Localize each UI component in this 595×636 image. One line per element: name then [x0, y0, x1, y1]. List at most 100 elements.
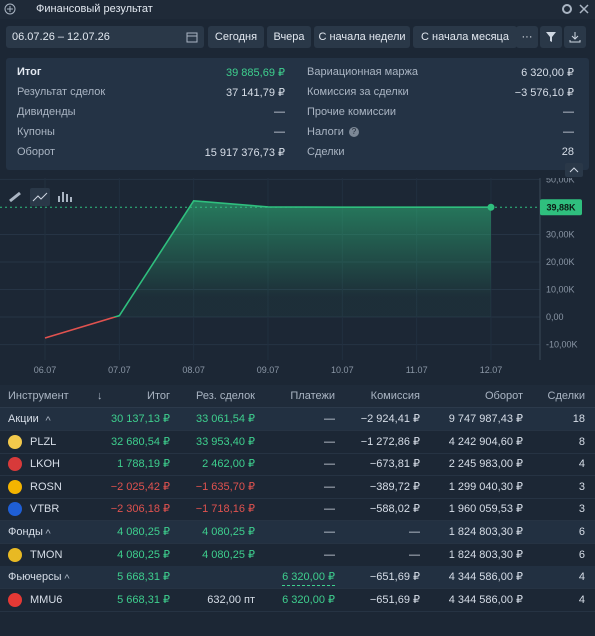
column-header[interactable]: Платежи [290, 390, 335, 402]
cell-total: 4 080,25 ₽ [117, 526, 170, 538]
instrument-row[interactable]: PLZL 32 680,54 ₽ 33 953,40 ₽ — −1 272,86 ₽ 4 … [0, 431, 595, 454]
column-header[interactable]: Рез. сделок [195, 390, 255, 402]
instrument-icon [8, 479, 22, 494]
summary-value: 15 917 376,73 ₽ [204, 147, 285, 159]
summary-label: Комиссия за сделки [307, 86, 409, 98]
window-controls[interactable] [561, 3, 591, 15]
cell-result: 4 080,25 ₽ [202, 526, 255, 538]
collapse-button[interactable] [565, 163, 583, 177]
table-header: Инструмент ↓ Итог Рез. сделок Платежи Комисси… [0, 385, 595, 408]
summary-value: 6 320,00 ₽ [521, 67, 574, 79]
cell-total: 32 680,54 ₽ [111, 435, 170, 448]
add-icon[interactable] [4, 3, 16, 15]
summary-label: Вариационная маржа [307, 66, 418, 78]
cell-payments: — [324, 458, 335, 471]
period-button[interactable]: С начала недели [314, 26, 410, 48]
period-button[interactable]: С начала месяца [413, 26, 517, 48]
cell-commission: −389,72 ₽ [369, 480, 420, 493]
cell-total: 1 788,19 ₽ [117, 458, 170, 471]
chevron[interactable]: ^ [45, 528, 51, 540]
cell-result: 2 462,00 ₽ [202, 458, 255, 471]
instrument-name: VTBR [30, 503, 60, 516]
column-header[interactable]: ↓ [97, 390, 103, 402]
column-header[interactable]: Инструмент [8, 390, 69, 402]
y-tick-label: 50,00K [546, 178, 575, 184]
more-button[interactable]: ··· [516, 26, 538, 48]
period-button[interactable]: Вчера [267, 26, 311, 48]
download-button[interactable] [564, 26, 586, 48]
cell-turnover: 4 242 904,60 ₽ [448, 435, 523, 448]
summary-value: — [563, 126, 574, 138]
cell-commission: −651,69 ₽ [369, 571, 420, 584]
last-value-label: 39,88K [546, 203, 576, 213]
cell-payments: — [324, 435, 335, 448]
cell-result: 632,00 пт [207, 593, 255, 606]
date-range[interactable]: 06.07.26 – 12.07.26 [6, 26, 204, 48]
column-header[interactable]: Итог [147, 390, 170, 402]
instrument-row[interactable]: ROSN −2 025,42 ₽ −1 635,70 ₽ — −389,72 ₽ 1 29… [0, 476, 595, 499]
cell-deals: 3 [578, 503, 585, 516]
summary-label: Дивиденды [17, 106, 76, 118]
column-header[interactable]: Оборот [484, 390, 523, 402]
summary-value: — [563, 106, 574, 118]
cell-commission: −651,69 ₽ [369, 593, 420, 606]
cell-turnover: 9 747 987,43 ₽ [448, 413, 523, 425]
x-tick-label: 07.07 [108, 365, 131, 375]
period-button[interactable]: Сегодня [208, 26, 264, 48]
cell-payments: — [324, 480, 335, 493]
cell-deals: 4 [578, 458, 585, 471]
cell-deals: 4 [578, 571, 585, 584]
x-tick-label: 12.07 [480, 365, 503, 375]
summary-panel [6, 58, 589, 170]
y-tick-label: 0,00 [546, 312, 564, 322]
cell-turnover: 1 824 803,30 ₽ [448, 548, 523, 561]
instrument-row[interactable]: TMON 4 080,25 ₽ 4 080,25 ₽ — — 1 824 803,30 ₽… [0, 544, 595, 567]
chevron[interactable]: ^ [45, 415, 51, 427]
cell-commission: −2 924,41 ₽ [360, 413, 420, 425]
y-tick-label: 30,00K [546, 229, 575, 239]
instrument-icon [8, 457, 22, 472]
summary-label: Купоны [17, 126, 55, 138]
summary-value: 37 141,79 ₽ [226, 87, 285, 99]
instrument-name: MMU6 [30, 593, 63, 606]
cell-turnover: 2 245 983,00 ₽ [448, 458, 523, 471]
group-row[interactable]: Акции ^ 30 137,13 ₽ 33 061,54 ₽ — −2 924,41 ₽… [0, 408, 595, 431]
chart-tools[interactable] [8, 188, 78, 206]
y-tick-label: 10,00K [546, 285, 575, 295]
group-row[interactable]: Фонды ^ 4 080,25 ₽ 4 080,25 ₽ — — 1 824 803,30… [0, 521, 595, 544]
cell-payments: — [324, 413, 335, 425]
instrument-row[interactable]: LKOH 1 788,19 ₽ 2 462,00 ₽ — −673,81 ₽ 2 245 … [0, 453, 595, 477]
cell-commission: — [409, 526, 420, 538]
cell-total: 4 080,25 ₽ [117, 548, 170, 561]
calendar-icon [186, 32, 198, 43]
cell-deals: 8 [578, 435, 585, 448]
chevron[interactable]: ^ [64, 573, 70, 586]
summary-value: — [274, 126, 285, 138]
window-title: Финансовый результат [36, 3, 153, 15]
instrument-name: LKOH [30, 458, 60, 471]
summary-value: — [274, 106, 285, 118]
column-header[interactable]: Сделки [547, 390, 586, 402]
instrument-icon [8, 592, 22, 607]
cell-payments: — [324, 503, 335, 516]
instrument-icon [8, 502, 22, 517]
group-name: Акции [8, 413, 39, 425]
cell-deals: 6 [578, 526, 585, 538]
cell-result: −1 635,70 ₽ [195, 480, 255, 493]
instrument-row[interactable]: MMU6 5 668,31 ₽ 632,00 пт 6 320,00 ₽ −651,69… [0, 589, 595, 612]
column-header[interactable]: Комиссия [370, 390, 420, 402]
cell-commission: — [409, 548, 420, 561]
summary-label: Результат сделок [17, 86, 106, 98]
cell-total: −2 306,18 ₽ [110, 503, 170, 516]
download-icon [569, 32, 581, 43]
cell-turnover: 4 344 586,00 ₽ [448, 571, 523, 584]
group-row[interactable]: Фьючерсы ^ 5 668,31 ₽ 6 320,00 ₽ −651,69 ₽ 4 … [0, 566, 595, 590]
instrument-row[interactable]: VTBR −2 306,18 ₽ −1 718,16 ₽ — −588,02 ₽ 1 96… [0, 498, 595, 522]
cell-total: −2 025,42 ₽ [110, 480, 170, 493]
cell-turnover: 4 344 586,00 ₽ [448, 593, 523, 606]
x-tick-label: 11.07 [406, 365, 428, 375]
cell-turnover: 1 299 040,30 ₽ [448, 480, 523, 493]
y-tick-label: 20,00K [546, 257, 575, 267]
filter-button[interactable] [540, 26, 562, 48]
